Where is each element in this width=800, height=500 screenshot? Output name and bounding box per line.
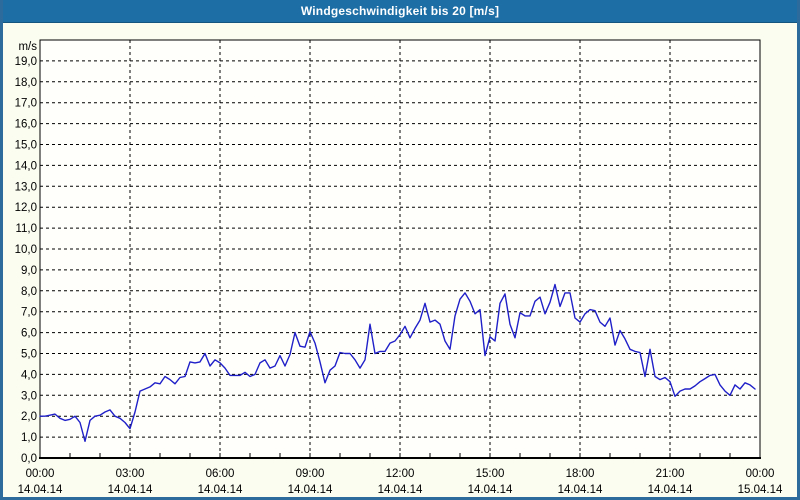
x-axis-date-label: 14.04.14 — [198, 484, 243, 496]
x-axis-date-label: 14.04.14 — [378, 484, 423, 496]
y-axis-label: 15,0 — [15, 140, 37, 152]
x-axis-time-label: 09:00 — [296, 468, 325, 480]
y-axis-unit-label: m/s — [18, 41, 37, 53]
x-axis-date-label: 14.04.14 — [648, 484, 693, 496]
x-axis-time-label: 00:00 — [26, 468, 55, 480]
x-axis-time-label: 21:00 — [656, 468, 685, 480]
y-axis-label: 13,0 — [15, 181, 37, 193]
x-axis-date-label: 14.04.14 — [468, 484, 513, 496]
y-axis-label: 0,0 — [21, 453, 37, 465]
x-axis-date-label: 14.04.14 — [18, 484, 63, 496]
x-axis-time-label: 06:00 — [206, 468, 235, 480]
x-axis-date-label: 14.04.14 — [288, 484, 333, 496]
x-axis-time-label: 00:00 — [746, 468, 775, 480]
y-axis-label: 17,0 — [15, 98, 37, 110]
x-axis-time-label: 03:00 — [116, 468, 145, 480]
y-axis-label: 10,0 — [15, 244, 37, 256]
y-axis-label: 6,0 — [21, 328, 37, 340]
y-axis-label: 2,0 — [21, 411, 37, 423]
x-axis-date-label: 14.04.14 — [558, 484, 603, 496]
y-axis-label: 1,0 — [21, 432, 37, 444]
chart-title-bar: Windgeschwindigkeit bis 20 [m/s] — [3, 0, 797, 23]
y-axis-label: 11,0 — [15, 223, 37, 235]
y-axis-label: 9,0 — [21, 265, 37, 277]
y-axis-label: 5,0 — [21, 349, 37, 361]
y-axis-label: 12,0 — [15, 202, 37, 214]
y-axis-label: 16,0 — [15, 119, 37, 131]
x-axis-time-label: 15:00 — [476, 468, 505, 480]
y-axis-label: 14,0 — [15, 160, 37, 172]
chart-title: Windgeschwindigkeit bis 20 [m/s] — [300, 4, 500, 18]
y-axis-label: 3,0 — [21, 390, 37, 402]
wind-speed-line — [39, 283, 756, 442]
x-axis-time-label: 12:00 — [386, 468, 415, 480]
y-axis-label: 8,0 — [21, 286, 37, 298]
y-axis-label: 7,0 — [21, 307, 37, 319]
y-axis-label: 19,0 — [15, 56, 37, 68]
y-axis-label: 4,0 — [21, 369, 37, 381]
x-axis-time-label: 18:00 — [566, 468, 595, 480]
x-axis-date-label: 15.04.14 — [738, 484, 783, 496]
x-axis-date-label: 14.04.14 — [108, 484, 153, 496]
y-axis-label: 18,0 — [15, 77, 37, 89]
